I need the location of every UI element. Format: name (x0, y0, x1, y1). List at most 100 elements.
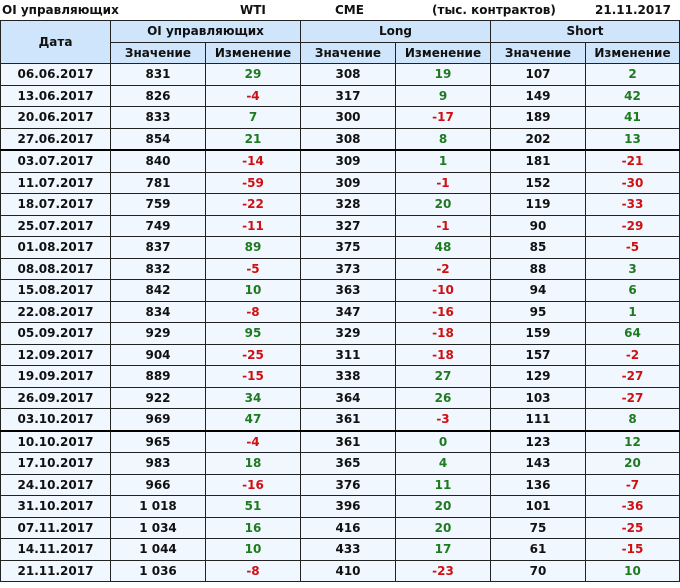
cell-long-change: -10 (395, 279, 491, 302)
cell-oi-change: -5 (205, 257, 301, 280)
cell-oi-change: -15 (205, 365, 301, 388)
table-row: 03.07.2017 840 -14 309 1 181 -21 (0, 149, 680, 173)
table-row: 14.11.2017 1 044 10 433 17 61 -15 (0, 538, 680, 561)
cell-oi-value: 842 (110, 279, 206, 302)
cell-short-change: -7 (585, 473, 680, 496)
cell-short-value: 149 (490, 84, 586, 107)
instrument: WTI (240, 3, 266, 17)
cell-oi-change: -4 (205, 84, 301, 107)
cell-long-value: 376 (300, 473, 396, 496)
cell-oi-value: 969 (110, 408, 206, 432)
cell-short-change: 1 (585, 300, 680, 323)
table-row: 15.08.2017 842 10 363 -10 94 6 (0, 279, 680, 302)
cell-short-change: 8 (585, 408, 680, 432)
header-value: Значение (300, 41, 396, 64)
cell-long-change: 1 (395, 149, 491, 173)
cell-short-value: 103 (490, 386, 586, 409)
table-row: 08.08.2017 832 -5 373 -2 88 3 (0, 257, 680, 280)
cell-oi-change: -8 (205, 300, 301, 323)
cell-date: 21.11.2017 (0, 559, 111, 582)
table-row: 22.08.2017 834 -8 347 -16 95 1 (0, 300, 680, 323)
cell-short-change: -21 (585, 149, 680, 173)
cell-oi-change: 18 (205, 452, 301, 475)
cell-short-change: -36 (585, 495, 680, 518)
cell-short-value: 111 (490, 408, 586, 432)
cell-oi-change: 89 (205, 236, 301, 259)
header-change: Изменение (585, 41, 680, 64)
cell-short-change: 64 (585, 322, 680, 345)
table-row: 12.09.2017 904 -25 311 -18 157 -2 (0, 343, 680, 366)
cell-long-change: 48 (395, 236, 491, 259)
cell-long-value: 300 (300, 106, 396, 129)
cell-short-value: 75 (490, 516, 586, 539)
cell-date: 07.11.2017 (0, 516, 111, 539)
table-row: 11.07.2017 781 -59 309 -1 152 -30 (0, 171, 680, 194)
cell-long-change: 9 (395, 84, 491, 107)
cell-oi-value: 749 (110, 214, 206, 237)
title-bar: OI управляющих WTI CME (тыс. контрактов)… (0, 0, 680, 20)
cell-oi-change: 95 (205, 322, 301, 345)
table-row: 17.10.2017 983 18 365 4 143 20 (0, 452, 680, 475)
cell-oi-change: -11 (205, 214, 301, 237)
cell-oi-value: 832 (110, 257, 206, 280)
cell-long-change: 26 (395, 386, 491, 409)
cell-short-change: 42 (585, 84, 680, 107)
cell-long-value: 363 (300, 279, 396, 302)
cell-long-change: -23 (395, 559, 491, 582)
table-row: 26.09.2017 922 34 364 26 103 -27 (0, 386, 680, 409)
table-row: 19.09.2017 889 -15 338 27 129 -27 (0, 365, 680, 388)
cell-oi-value: 834 (110, 300, 206, 323)
cell-date: 03.10.2017 (0, 408, 111, 432)
cell-short-value: 159 (490, 322, 586, 345)
cell-short-value: 123 (490, 430, 586, 453)
header-change: Изменение (205, 41, 301, 64)
cell-oi-change: 7 (205, 106, 301, 129)
cell-short-change: 41 (585, 106, 680, 129)
cell-oi-value: 840 (110, 149, 206, 173)
cell-oi-value: 1 034 (110, 516, 206, 539)
cell-long-value: 416 (300, 516, 396, 539)
cell-short-change: -2 (585, 343, 680, 366)
cell-long-value: 433 (300, 538, 396, 561)
cell-long-value: 361 (300, 430, 396, 453)
cell-short-change: 10 (585, 559, 680, 582)
cell-oi-value: 759 (110, 193, 206, 216)
cell-long-change: 0 (395, 430, 491, 453)
cell-oi-value: 781 (110, 171, 206, 194)
cell-short-change: 12 (585, 430, 680, 453)
cell-oi-value: 904 (110, 343, 206, 366)
cell-oi-value: 1 018 (110, 495, 206, 518)
cell-date: 15.08.2017 (0, 279, 111, 302)
cell-long-value: 361 (300, 408, 396, 432)
cell-date: 25.07.2017 (0, 214, 111, 237)
cell-date: 26.09.2017 (0, 386, 111, 409)
cell-short-value: 152 (490, 171, 586, 194)
cell-short-value: 101 (490, 495, 586, 518)
cell-short-change: -15 (585, 538, 680, 561)
cell-short-value: 94 (490, 279, 586, 302)
cell-short-change: -29 (585, 214, 680, 237)
cell-date: 22.08.2017 (0, 300, 111, 323)
cell-date: 19.09.2017 (0, 365, 111, 388)
cell-oi-value: 889 (110, 365, 206, 388)
cell-short-change: -5 (585, 236, 680, 259)
cell-date: 24.10.2017 (0, 473, 111, 496)
cell-oi-change: -25 (205, 343, 301, 366)
cell-date: 31.10.2017 (0, 495, 111, 518)
cell-oi-change: -14 (205, 149, 301, 173)
cell-short-value: 189 (490, 106, 586, 129)
header-value: Значение (110, 41, 206, 64)
cell-oi-value: 983 (110, 452, 206, 475)
cell-oi-value: 1 036 (110, 559, 206, 582)
cell-long-change: -18 (395, 322, 491, 345)
cell-oi-value: 833 (110, 106, 206, 129)
table-row: 03.10.2017 969 47 361 -3 111 8 (0, 408, 680, 432)
cell-date: 01.08.2017 (0, 236, 111, 259)
header-value: Значение (490, 41, 586, 64)
cell-short-value: 157 (490, 343, 586, 366)
cell-date: 17.10.2017 (0, 452, 111, 475)
cell-short-change: 13 (585, 127, 680, 151)
cell-date: 06.06.2017 (0, 63, 111, 86)
cell-date: 11.07.2017 (0, 171, 111, 194)
cell-date: 03.07.2017 (0, 149, 111, 173)
